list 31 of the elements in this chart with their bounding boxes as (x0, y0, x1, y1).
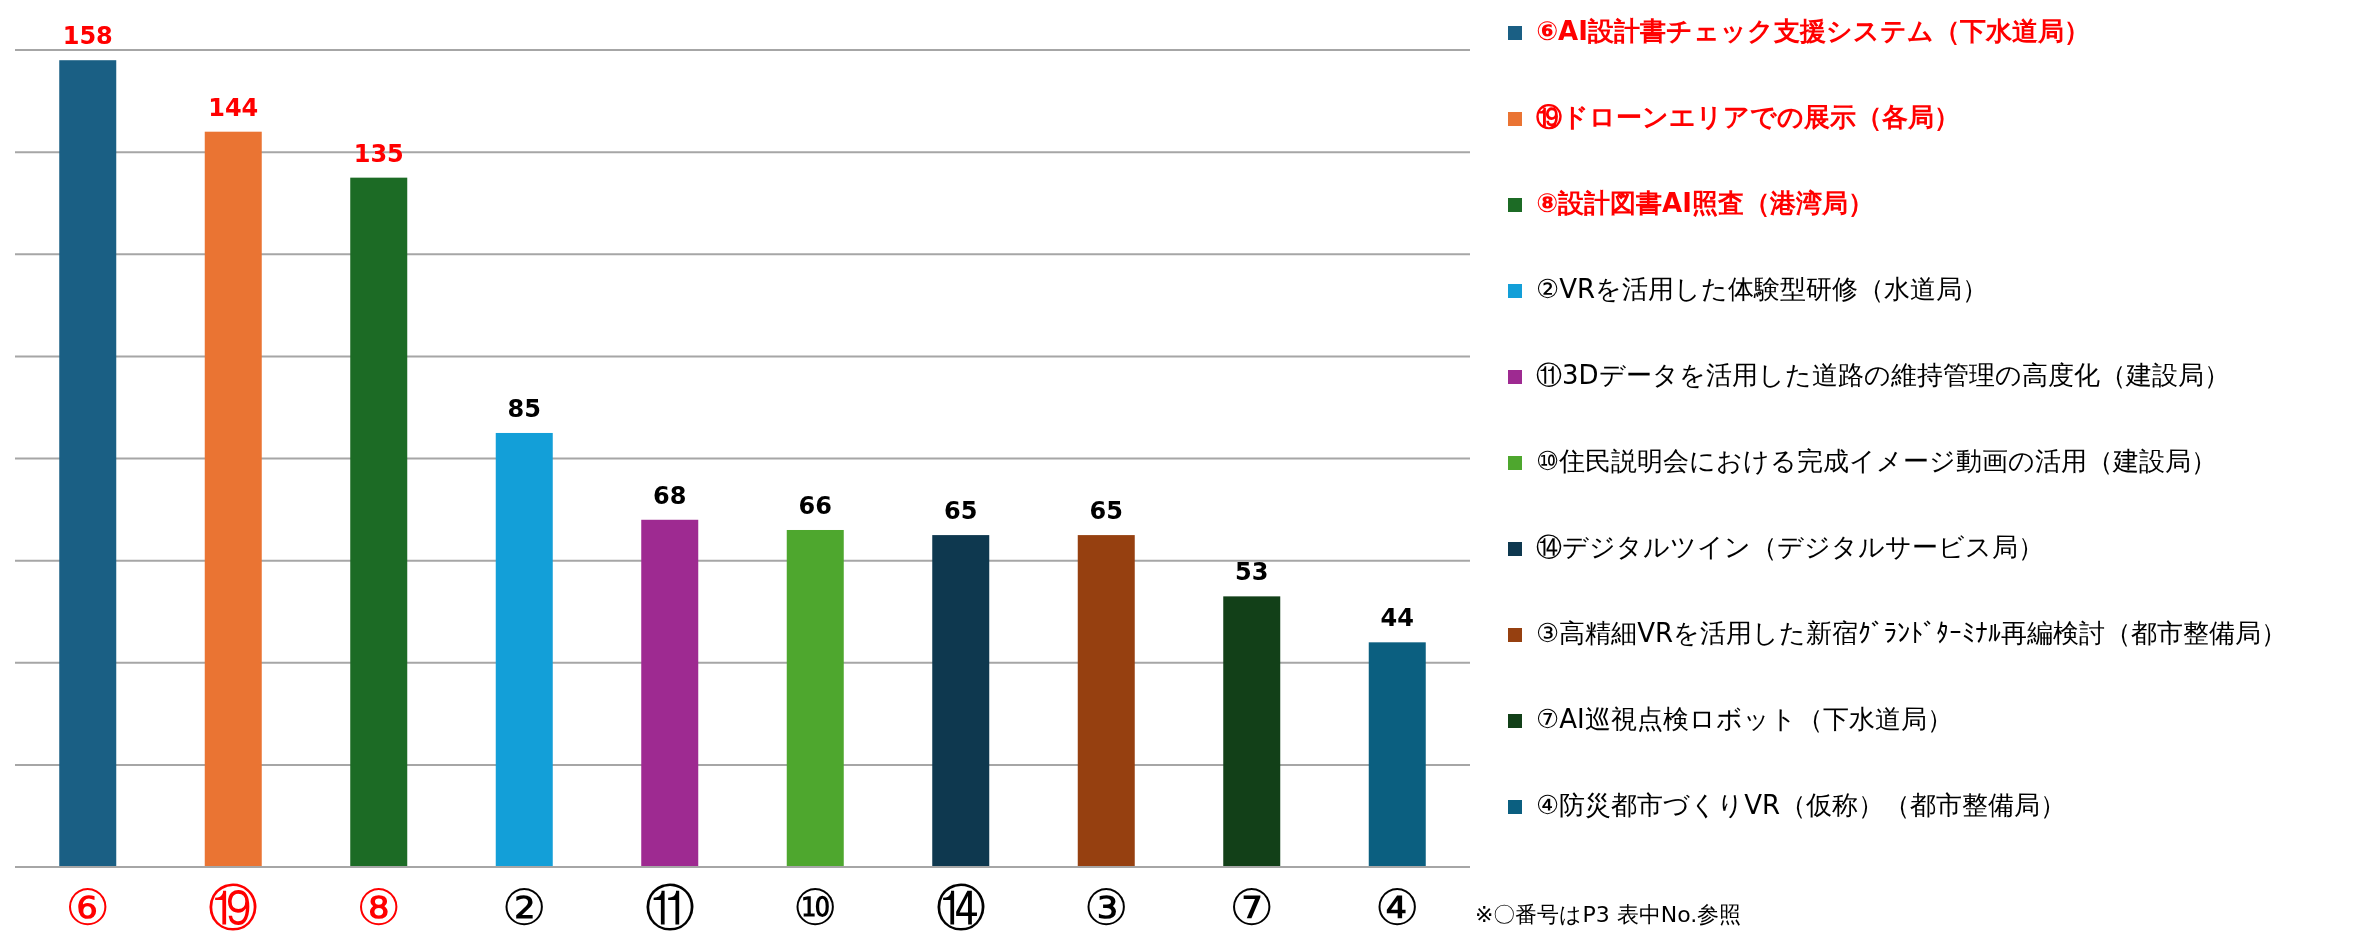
data-label: 68 (653, 481, 687, 510)
x-tick-label: ⑧ (356, 879, 402, 932)
x-tick-label: ② (501, 879, 547, 932)
legend-label: ⑥AI設計書チェック支援システム（下水道局） (1536, 15, 2090, 48)
legend-label: ⑦AI巡視点検ロボット（下水道局） (1536, 703, 1953, 736)
legend-label: ⑲ドローンエリアでの展示（各局） (1536, 101, 1960, 134)
data-label: 135 (353, 139, 404, 168)
x-tick-label: ③ (1083, 879, 1129, 932)
legend-label: ②VRを活用した体験型研修（水道局） (1536, 273, 1989, 306)
x-tick-label: ⑪ (644, 879, 695, 932)
x-tick-label: ④ (1374, 879, 1420, 932)
x-tick-label: ⑥ (65, 879, 111, 932)
x-tick-label: ⑦ (1229, 879, 1275, 932)
legend-label: ③高精細VRを活用した新宿ｸﾞﾗﾝﾄﾞﾀｰﾐﾅﾙ再編検討（都市整備局） (1536, 617, 2288, 650)
data-label: 144 (208, 93, 259, 122)
data-label: 158 (62, 22, 113, 51)
x-tick-label: ⑩ (792, 879, 838, 932)
data-label: 53 (1235, 558, 1269, 587)
data-label: 66 (798, 491, 832, 520)
legend-label: ⑪3Dデータを活用した道路の維持管理の高度化（建設局） (1536, 359, 2230, 392)
data-label: 65 (1089, 497, 1123, 526)
legend-label: ⑩住民説明会における完成イメージ動画の活用（建設局） (1536, 445, 2218, 478)
x-tick-label: ⑲ (208, 879, 259, 932)
data-label: 44 (1380, 604, 1414, 633)
data-label: 85 (507, 394, 541, 423)
data-label: 65 (944, 497, 978, 526)
x-tick-label: ⑭ (935, 879, 986, 932)
text: ※〇番号はP3 表中No.参照 (1475, 901, 1742, 929)
legend-label: ⑧設計図書AI照査（港湾局） (1536, 187, 1874, 220)
legend-label: ⑭デジタルツイン（デジタルサービス局） (1536, 531, 2044, 564)
legend-label: ④防災都市づくりVR（仮称）（都市整備局） (1536, 789, 2067, 822)
